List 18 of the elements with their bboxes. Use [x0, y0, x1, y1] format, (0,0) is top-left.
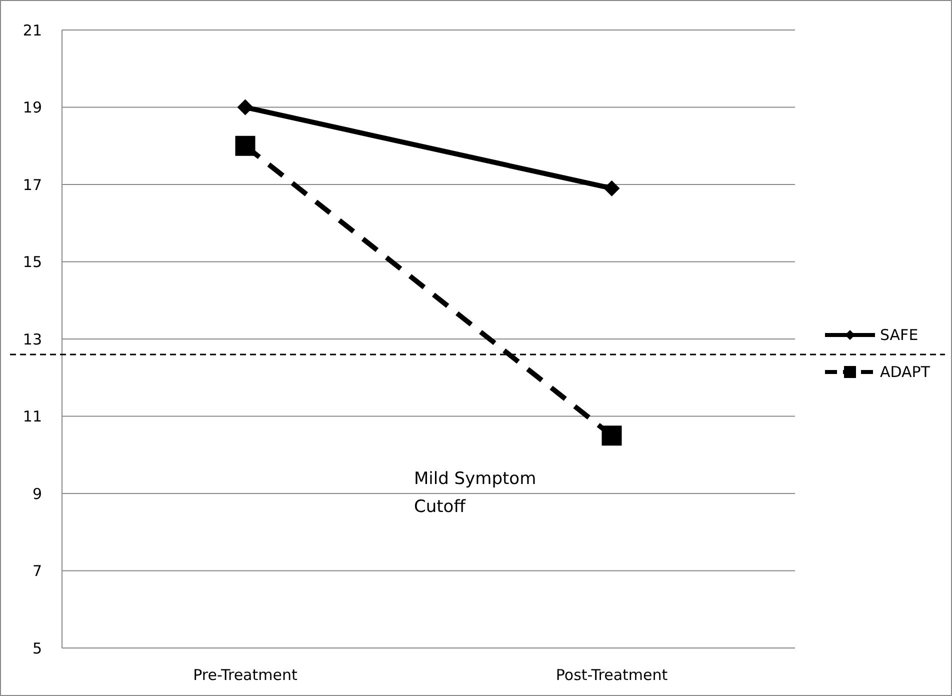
annotation: Mild Symptom Cutoff — [414, 469, 536, 517]
y-tick-label: 19 — [22, 98, 42, 116]
x-tick-label: Post-Treatment — [556, 666, 668, 684]
x-tick-label: Pre-Treatment — [193, 666, 298, 684]
point — [237, 99, 254, 116]
y-tick-label: 9 — [32, 484, 42, 503]
y-tick-label: 7 — [32, 562, 42, 580]
y-tick-label: 17 — [22, 176, 42, 194]
y-tick-label: 5 — [32, 639, 42, 658]
point — [604, 180, 620, 196]
point — [602, 426, 622, 446]
y-tick-label: 11 — [22, 408, 42, 426]
y-tick-label: 15 — [22, 253, 42, 271]
point — [235, 136, 256, 156]
y-tick-label: 21 — [22, 21, 42, 40]
legend-label: ADAPT — [880, 363, 931, 381]
y-tick-label: 13 — [22, 330, 42, 348]
legend-label: SAFE — [880, 326, 918, 344]
